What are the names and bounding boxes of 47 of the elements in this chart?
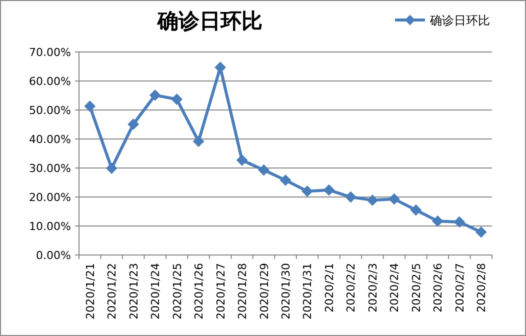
- y-tick-label: 10.00%: [29, 220, 71, 233]
- x-tick-label: 2020/2/1: [322, 263, 336, 312]
- x-tick-label: 2020/2/4: [388, 263, 402, 312]
- point: [193, 136, 204, 147]
- y-tick-label: 60.00%: [29, 75, 71, 88]
- x-tick-label: 2020/2/3: [366, 263, 380, 312]
- point: [171, 94, 182, 105]
- point: [106, 162, 118, 174]
- point: [476, 226, 487, 238]
- y-tick-label: 50.00%: [29, 104, 71, 117]
- x-tick-label: 2020/1/27: [214, 263, 228, 320]
- x-tick-label: 2020/2/2: [344, 263, 358, 312]
- x-tick-label: 2020/1/22: [106, 263, 119, 320]
- point: [236, 154, 248, 166]
- point: [302, 186, 313, 197]
- x-tick-label: 2020/1/29: [258, 263, 271, 320]
- point: [258, 164, 270, 176]
- x-tick-label: 2020/2/5: [410, 263, 423, 312]
- point: [454, 216, 465, 228]
- point: [323, 184, 334, 196]
- x-tick-label: 2020/2/8: [475, 263, 488, 312]
- point: [280, 174, 291, 186]
- y-tick-label: 0.00%: [36, 249, 71, 262]
- x-tick-label: 2020/1/31: [301, 263, 314, 320]
- point: [84, 100, 96, 112]
- x-tick-label: 2020/2/7: [453, 263, 466, 312]
- point: [388, 194, 400, 205]
- y-tick-label: 20.00%: [29, 191, 71, 204]
- x-tick-label: 2020/1/26: [192, 263, 206, 320]
- x-tick-label: 2020/1/28: [236, 263, 250, 320]
- point: [432, 216, 444, 227]
- point: [345, 192, 356, 202]
- legend-label: 确诊日环比: [429, 14, 490, 28]
- chart-title: 确诊日环比: [156, 8, 262, 33]
- x-tick-label: 2020/1/23: [127, 263, 140, 320]
- y-tick-label: 30.00%: [29, 162, 71, 175]
- x-tick-label: 2020/1/24: [149, 263, 162, 320]
- x-tick-label: 2020/1/25: [170, 263, 184, 320]
- point: [410, 204, 422, 216]
- point: [128, 118, 139, 130]
- point: [366, 194, 378, 206]
- x-tick-label: 2020/2/6: [432, 263, 445, 312]
- point: [150, 90, 161, 101]
- x-tick-label: 2020/1/30: [280, 263, 292, 320]
- y-tick-label: 70.00%: [29, 46, 71, 59]
- x-tick-label: 2020/1/21: [84, 263, 97, 320]
- y-tick-label: 40.00%: [29, 133, 71, 146]
